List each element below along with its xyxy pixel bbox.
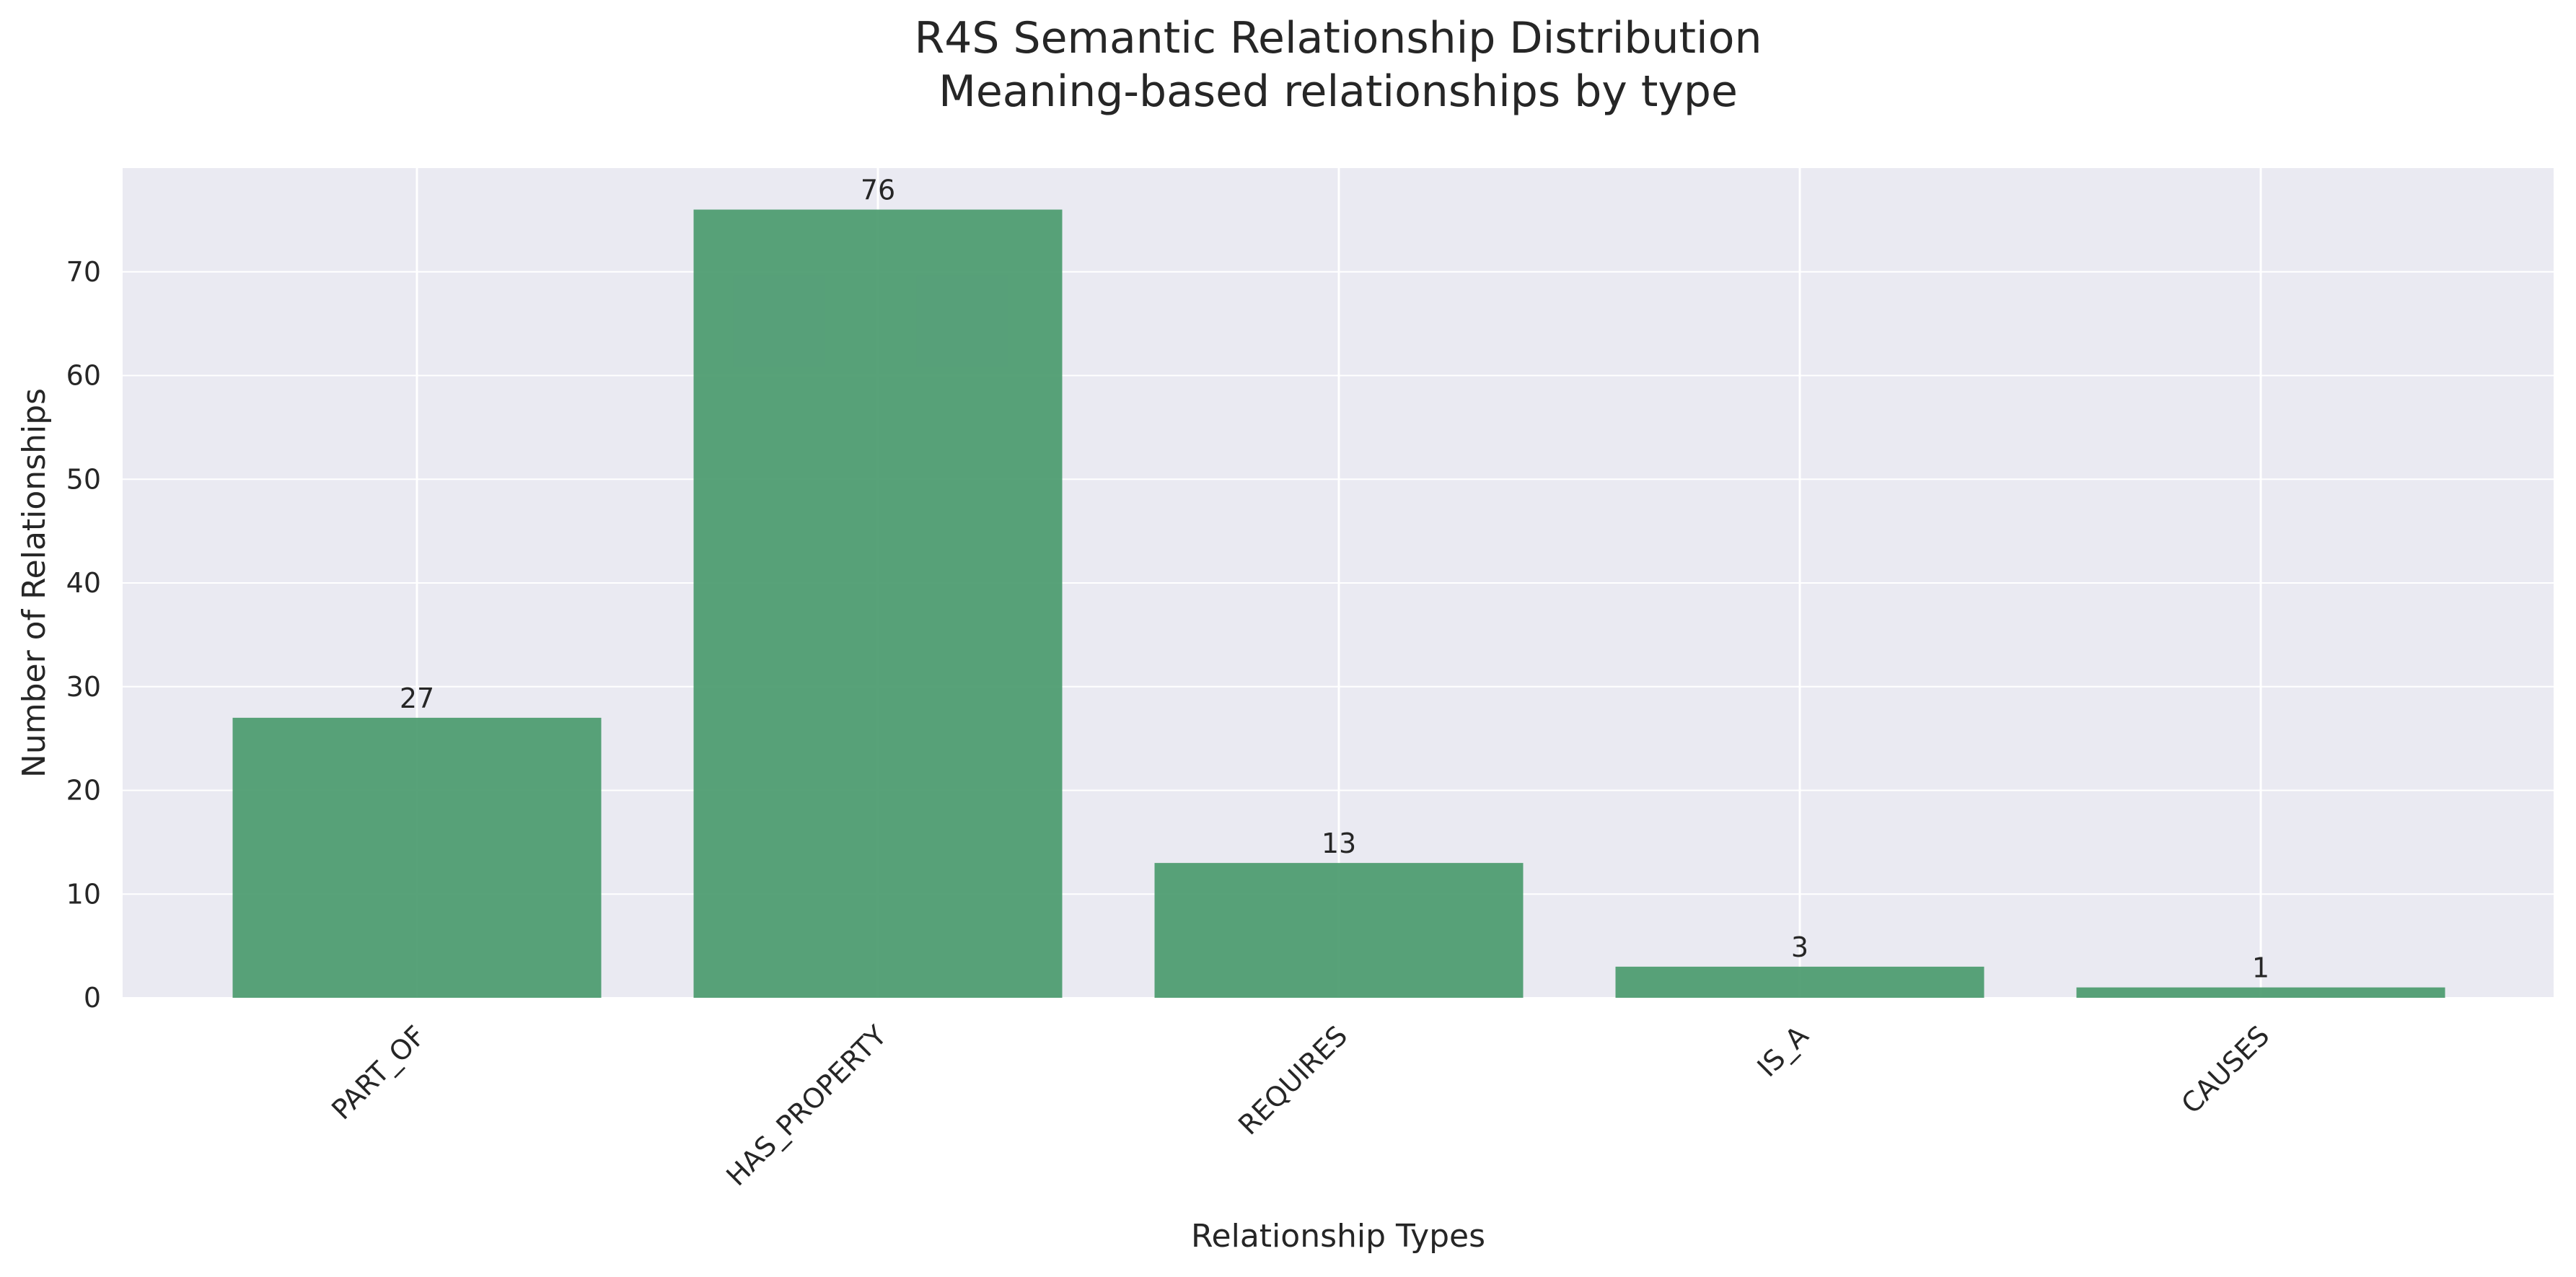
bar-value-label: 1 [2252, 952, 2269, 984]
x-tick-label: PART_OF [325, 1019, 431, 1125]
y-tick-label: 20 [66, 775, 101, 807]
y-tick-label: 70 [66, 256, 101, 288]
x-tick-label: IS_A [1751, 1019, 1814, 1083]
bar-is-a [1615, 966, 1984, 998]
bars [232, 209, 2445, 998]
x-axis-label: Relationship Types [1191, 1218, 1485, 1255]
y-axis-label: Number of Relationships [16, 388, 53, 778]
bar-causes [2076, 987, 2445, 998]
y-tick-label: 40 [66, 567, 101, 599]
bar-part-of [232, 717, 602, 998]
y-axis-ticks: 0 10 20 30 40 50 60 70 [66, 256, 101, 1014]
y-tick-label: 50 [66, 463, 101, 495]
data-labels: 27 76 13 3 1 [400, 175, 2269, 984]
bar-value-label: 27 [400, 683, 434, 714]
y-tick-label: 0 [84, 982, 101, 1014]
y-tick-label: 30 [66, 671, 101, 703]
x-tick-label: CAUSES [2175, 1019, 2275, 1120]
bar-has-property [693, 209, 1063, 998]
bar-value-label: 76 [861, 175, 895, 206]
chart-subtitle: Meaning-based relationships by type [938, 66, 1738, 117]
bar-value-label: 3 [1791, 931, 1808, 963]
y-tick-label: 60 [66, 360, 101, 392]
chart-title: R4S Semantic Relationship Distribution [915, 13, 1762, 63]
bar-value-label: 13 [1322, 828, 1356, 859]
x-tick-label: HAS_PROPERTY [720, 1019, 892, 1192]
x-tick-label: REQUIRES [1232, 1019, 1353, 1141]
y-tick-label: 10 [66, 878, 101, 910]
bar-requires [1154, 863, 1524, 998]
x-axis-ticks: PART_OF HAS_PROPERTY REQUIRES IS_A CAUSES [325, 1019, 2275, 1192]
